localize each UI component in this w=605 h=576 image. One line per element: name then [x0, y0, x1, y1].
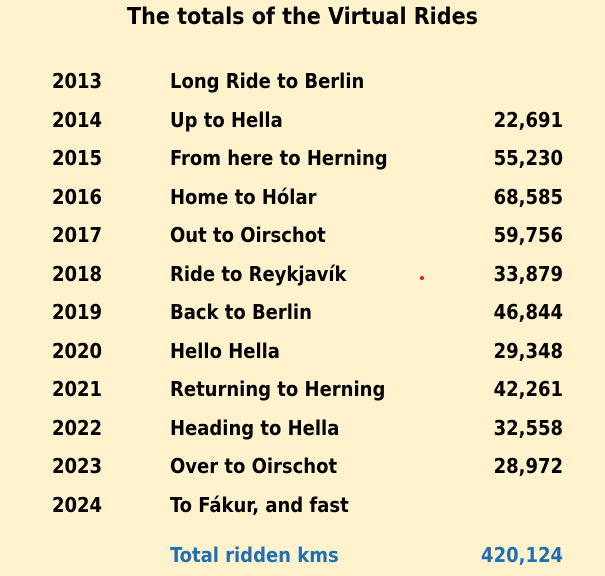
table-row: 2018 Ride to Reykjavík 33,879 — [0, 255, 605, 294]
ride-year: 2020 — [51, 338, 103, 363]
table-row: 2013 Long Ride to Berlin — [0, 62, 605, 101]
ride-name: Over to Oirschot — [170, 454, 338, 478]
table-row: 2020 Hello Hella 29,348 — [0, 332, 605, 371]
total-value: 420,124 — [481, 543, 563, 567]
ride-km: 42,261 — [493, 377, 563, 401]
table-row: 2016 Home to Hólar 68,585 — [0, 178, 605, 217]
ride-year: 2019 — [51, 300, 103, 324]
ride-year: 2023 — [51, 454, 103, 478]
red-dot-marker — [420, 276, 424, 280]
ride-name: From here to Herning — [170, 146, 388, 170]
ride-name: Hello Hella — [170, 338, 280, 363]
total-label: Total ridden kms — [170, 543, 339, 567]
ride-km: 33,879 — [493, 261, 563, 286]
ride-year: 2017 — [51, 223, 103, 247]
ride-year: 2022 — [51, 415, 103, 440]
table-row: 2015 From here to Herning 55,230 — [0, 139, 605, 178]
ride-year: 2024 — [51, 492, 103, 517]
table-row: 2023 Over to Oirschot 28,972 — [0, 447, 605, 486]
ride-km: 68,585 — [493, 184, 563, 209]
ride-name: Back to Berlin — [170, 300, 312, 324]
ride-km: 22,691 — [493, 107, 563, 132]
ride-year: 2021 — [51, 377, 103, 401]
ride-name: Long Ride to Berlin — [170, 69, 365, 93]
table-row: 2014 Up to Hella 22,691 — [0, 101, 605, 140]
ride-name: To Fákur, and fast — [170, 492, 349, 517]
total-row: Total ridden kms 420,124 — [0, 538, 605, 576]
rides-table: 2013 Long Ride to Berlin 2014 Up to Hell… — [0, 62, 605, 524]
ride-name: Up to Hella — [170, 107, 283, 132]
ride-km: 28,972 — [493, 454, 563, 478]
ride-name: Out to Oirschot — [170, 223, 326, 247]
table-row: 2021 Returning to Herning 42,261 — [0, 370, 605, 409]
ride-name: Returning to Herning — [170, 377, 386, 401]
ride-year: 2018 — [51, 261, 103, 286]
ride-name: Heading to Hella — [170, 415, 340, 440]
table-row: 2017 Out to Oirschot 59,756 — [0, 216, 605, 255]
ride-year: 2013 — [51, 69, 103, 93]
ride-km: 46,844 — [493, 300, 563, 324]
page-title: The totals of the Virtual Rides — [127, 4, 478, 30]
ride-year: 2016 — [51, 184, 103, 209]
ride-year: 2015 — [51, 146, 103, 170]
table-row: 2024 To Fákur, and fast — [0, 486, 605, 525]
ride-km: 32,558 — [493, 415, 563, 440]
ride-km: 29,348 — [493, 338, 563, 363]
ride-name: Home to Hólar — [170, 184, 317, 209]
ride-name: Ride to Reykjavík — [170, 261, 347, 286]
ride-year: 2014 — [51, 107, 103, 132]
table-row: 2019 Back to Berlin 46,844 — [0, 293, 605, 332]
ride-km: 59,756 — [493, 223, 563, 247]
ride-km: 55,230 — [493, 146, 563, 170]
table-row: 2022 Heading to Hella 32,558 — [0, 409, 605, 448]
